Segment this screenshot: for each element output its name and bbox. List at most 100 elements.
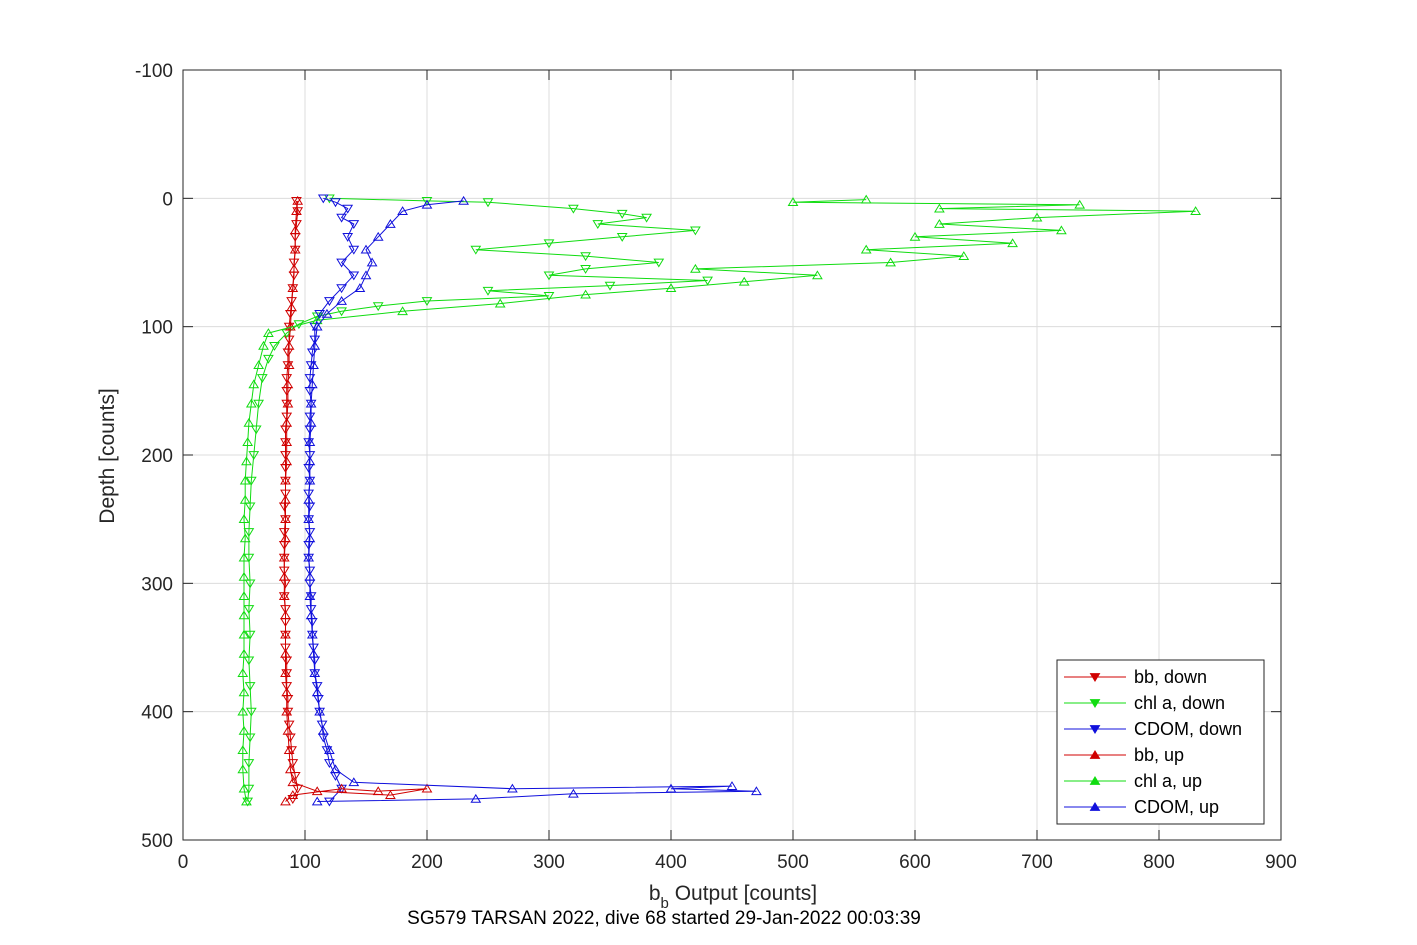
data-point	[324, 797, 335, 807]
data-point	[245, 707, 257, 717]
data-point	[308, 360, 319, 370]
data-point	[238, 591, 250, 601]
series-chl-a-up	[237, 194, 1201, 806]
data-point	[248, 451, 260, 461]
data-point	[238, 629, 250, 639]
data-point	[280, 451, 291, 461]
y-tick-label: 400	[141, 703, 173, 724]
data-point	[308, 648, 319, 658]
data-point	[311, 321, 323, 331]
x-tick-label: 500	[777, 852, 809, 873]
data-point	[284, 764, 296, 774]
y-tick-label: 0	[162, 189, 173, 210]
data-point	[280, 533, 291, 543]
data-point	[303, 489, 315, 499]
data-point	[250, 425, 262, 435]
data-point	[304, 571, 316, 581]
data-point	[1031, 212, 1043, 222]
data-point	[909, 231, 921, 241]
series-line-bb-up	[283, 200, 428, 802]
data-point	[244, 630, 256, 640]
data-point	[470, 793, 482, 803]
data-point	[568, 788, 579, 798]
data-point	[336, 783, 347, 793]
data-point	[397, 206, 408, 216]
data-point	[306, 379, 318, 389]
data-point	[885, 257, 896, 267]
data-point	[242, 437, 254, 447]
data-point	[238, 610, 250, 620]
data-point	[1190, 206, 1201, 216]
x-tick-label: 900	[1265, 852, 1297, 873]
x-tick-label: 100	[289, 852, 321, 873]
data-point	[690, 263, 701, 273]
data-point	[283, 745, 295, 755]
ticks: 0 100 200 300 400 500 600 700 800 900 -100 0 100 200 3…	[135, 61, 1297, 873]
data-point	[238, 725, 250, 735]
data-point	[244, 733, 256, 743]
y-tick-label: 300	[141, 574, 173, 595]
data-point	[308, 643, 319, 653]
data-point	[278, 591, 290, 601]
data-point	[282, 725, 294, 735]
data-point	[281, 456, 293, 466]
data-point	[289, 225, 301, 235]
data-point	[702, 276, 713, 286]
data-point	[385, 218, 396, 228]
data-point	[237, 706, 249, 716]
data-point	[303, 438, 315, 448]
legend-box	[1056, 659, 1265, 825]
data-point	[282, 398, 294, 408]
data-point	[336, 284, 347, 294]
data-point	[291, 206, 302, 216]
data-point	[304, 533, 316, 543]
data-point	[243, 417, 255, 427]
chart-subtitle: SG579 TARSAN 2022, dive 68 started 29-Ja…	[407, 908, 921, 929]
series-bb-up	[278, 195, 433, 806]
x-tick-label: 800	[1143, 852, 1175, 873]
data-point	[280, 796, 291, 806]
data-point	[278, 571, 290, 581]
data-point	[282, 361, 294, 371]
data-point	[288, 263, 300, 273]
legend-label: chl a, up	[1134, 771, 1202, 791]
data-point	[238, 514, 250, 524]
data-point	[286, 297, 297, 307]
data-point	[458, 195, 469, 205]
data-point	[751, 786, 762, 796]
data-point	[316, 720, 328, 730]
data-point	[641, 213, 652, 223]
data-point	[287, 759, 299, 769]
legend-label: bb, up	[1134, 745, 1184, 765]
data-point	[934, 203, 945, 213]
x-tick-label: 400	[655, 852, 687, 873]
data-point	[860, 194, 872, 204]
data-point	[280, 610, 291, 620]
data-point	[372, 302, 384, 312]
data-point	[238, 552, 250, 562]
data-point	[243, 759, 255, 769]
data-point	[360, 244, 372, 254]
data-point	[726, 781, 738, 790]
data-point	[653, 258, 665, 268]
data-point	[305, 605, 317, 615]
data-point	[604, 281, 616, 291]
legend-item-cdom-down: CDOM, down	[1064, 719, 1242, 739]
legend: bb, down chl a, down CDOM, down bb, up chl a…	[1056, 659, 1265, 825]
data-point	[281, 437, 293, 447]
data-point	[278, 552, 290, 562]
data-point	[281, 669, 293, 679]
data-point	[292, 207, 304, 217]
legend-marker	[1089, 749, 1101, 759]
data-point	[812, 270, 823, 280]
data-point	[787, 197, 799, 207]
data-point	[253, 360, 265, 370]
data-point	[281, 687, 293, 697]
data-point	[281, 706, 293, 716]
data-point	[616, 209, 628, 219]
legend-marker	[1089, 725, 1101, 735]
data-point	[304, 456, 316, 466]
data-point	[280, 605, 291, 615]
data-point	[372, 786, 384, 796]
series-line-cdom-up	[308, 200, 757, 802]
